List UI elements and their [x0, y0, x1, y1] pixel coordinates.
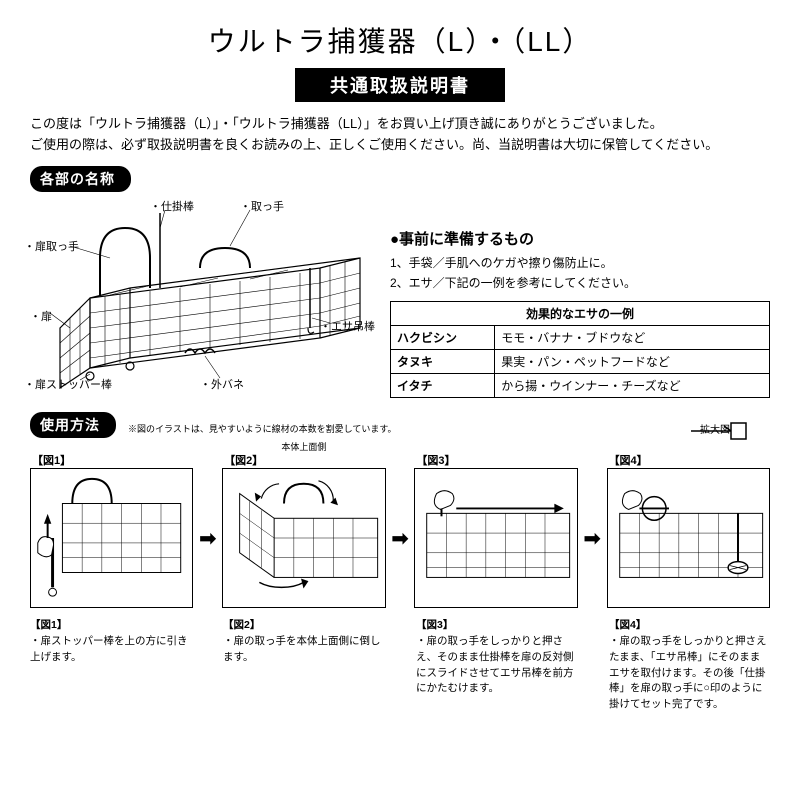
usage-header-row: 使用方法 ※図のイラストは、見やすいように線材の本数を割愛しています。 拡大図: [30, 412, 770, 444]
label-shikake-bou: ・仕掛棒: [150, 198, 194, 214]
step2-text: 【図2】 ・扉の取っ手を本体上面側に倒します。: [223, 618, 384, 713]
zoom-detail-icon: [686, 418, 756, 444]
parts-row: ・仕掛棒 ・取っ手 ・扉取っ手 ・扉 ・扉ストッパー棒 ・外バネ ・エサ吊棒: [30, 198, 770, 399]
section-usage-header: 使用方法: [30, 412, 116, 438]
table-row: タヌキ 果実・パン・ペットフードなど: [391, 350, 770, 374]
arrow-icon: ➡: [584, 468, 601, 608]
label-tobira-totte: ・扉取っ手: [24, 238, 79, 254]
step2-figure: [222, 468, 385, 608]
step4-text-body: ・扉の取っ手をしっかりと押さえたまま、「エサ吊棒」にそのままエサを取付けます。そ…: [609, 635, 767, 710]
bait-animal-1: タヌキ: [391, 350, 495, 374]
prep-list: 1、手袋／手肌へのケガや擦り傷防止に。 2、エサ／下記の一例を参考にしてください…: [390, 253, 770, 294]
arrow-icon: ➡: [392, 468, 409, 608]
step3-figure: [414, 468, 577, 608]
label-soto-bane: ・外バネ: [200, 376, 244, 392]
step1-text-body: ・扉ストッパー棒を上の方に引き上げます。: [30, 635, 188, 663]
step-texts-row: 【図1】 ・扉ストッパー棒を上の方に引き上げます。 【図2】 ・扉の取っ手を本体…: [30, 618, 770, 713]
step2-text-title: 【図2】: [223, 619, 260, 631]
label-esa-tsuribou: ・エサ吊棒: [320, 318, 375, 334]
step4-caption: 【図4】: [609, 452, 648, 468]
step1-figure: [30, 468, 193, 608]
label-tobira: ・扉: [30, 308, 52, 324]
table-row: イタチ から揚・ウインナー・チーズなど: [391, 374, 770, 398]
step2-caption: 【図2】: [224, 452, 263, 468]
step-4: 【図4】: [607, 468, 770, 608]
step1-caption: 【図1】: [32, 452, 71, 468]
intro-text: この度は「ウルトラ捕獲器（L）」・「ウルトラ捕獲器（LL）」をお買い上げ頂き誠に…: [30, 114, 770, 156]
table-row: ハクビシン モモ・バナナ・ブドウなど: [391, 326, 770, 350]
step3-text-body: ・扉の取っ手をしっかりと押さえ、そのまま仕掛棒を扉の反対側にスライドさせてエサ吊…: [416, 635, 574, 694]
bait-desc-1: 果実・パン・ペットフードなど: [495, 350, 770, 374]
step-3: 【図3】: [414, 468, 577, 608]
arrow-icon: ➡: [199, 468, 216, 608]
product-title: ウルトラ捕獲器（L）・（LL）: [30, 20, 770, 60]
parts-diagram: ・仕掛棒 ・取っ手 ・扉取っ手 ・扉 ・扉ストッパー棒 ・外バネ ・エサ吊棒: [30, 198, 370, 399]
step-2: 本体上面側 【図2】: [222, 468, 385, 608]
prep-title: ●事前に準備するもの: [390, 228, 770, 249]
label-tobira-stopper: ・扉ストッパー棒: [24, 376, 112, 392]
bait-desc-0: モモ・バナナ・ブドウなど: [495, 326, 770, 350]
bait-table: 効果的なエサの一例 ハクビシン モモ・バナナ・ブドウなど タヌキ 果実・パン・ペ…: [390, 301, 770, 398]
step2-top-note: 本体上面側: [281, 440, 326, 453]
step4-text: 【図4】 ・扉の取っ手をしっかりと押さえたまま、「エサ吊棒」にそのままエサを取付…: [609, 618, 770, 713]
step4-text-title: 【図4】: [609, 619, 646, 631]
bait-animal-2: イタチ: [391, 374, 495, 398]
prep-line-1: 1、手袋／手肌へのケガや擦り傷防止に。: [390, 253, 770, 273]
bait-desc-2: から揚・ウインナー・チーズなど: [495, 374, 770, 398]
step1-text: 【図1】 ・扉ストッパー棒を上の方に引き上げます。: [30, 618, 191, 713]
usage-note: ※図のイラストは、見やすいように線材の本数を割愛しています。: [128, 422, 396, 435]
bait-animal-0: ハクビシン: [391, 326, 495, 350]
step3-caption: 【図3】: [416, 452, 455, 468]
step-1: 【図1】: [30, 468, 193, 608]
prep-line-2: 2、エサ／下記の一例を参考にしてください。: [390, 273, 770, 293]
step4-figure: [607, 468, 770, 608]
manual-subtitle: 共通取扱説明書: [295, 68, 505, 102]
preparation-side: ●事前に準備するもの 1、手袋／手肌へのケガや擦り傷防止に。 2、エサ／下記の一…: [390, 198, 770, 399]
steps-row: 【図1】: [30, 468, 770, 608]
step1-text-title: 【図1】: [30, 619, 67, 631]
step2-text-body: ・扉の取っ手を本体上面側に倒します。: [223, 635, 381, 663]
section-parts-header: 各部の名称: [30, 166, 131, 192]
step3-text-title: 【図3】: [416, 619, 453, 631]
step3-text: 【図3】 ・扉の取っ手をしっかりと押さえ、そのまま仕掛棒を扉の反対側にスライドさ…: [416, 618, 577, 713]
label-totte: ・取っ手: [240, 198, 284, 214]
bait-table-header: 効果的なエサの一例: [391, 302, 770, 326]
